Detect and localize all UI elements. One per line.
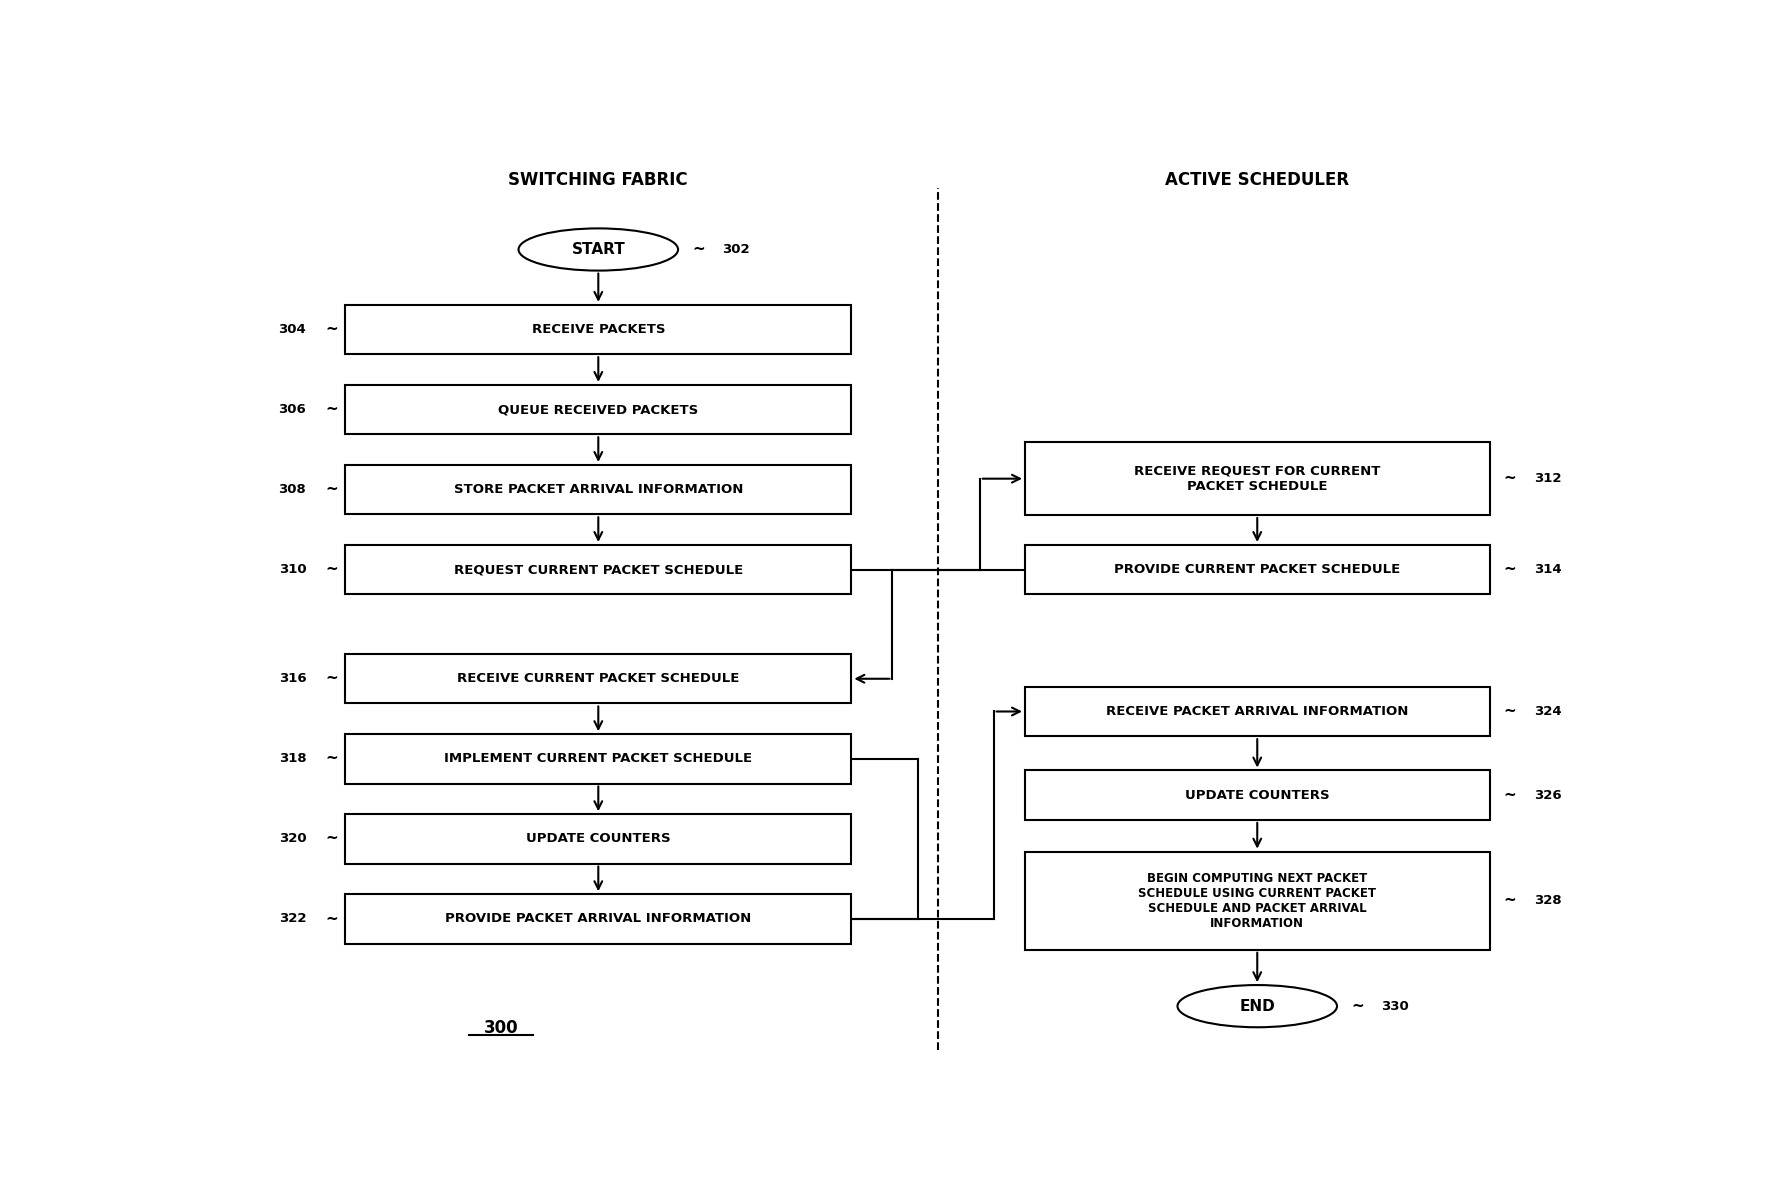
FancyBboxPatch shape: [1025, 545, 1488, 594]
Text: ~: ~: [1503, 704, 1515, 719]
Text: ~: ~: [326, 562, 338, 577]
Text: ~: ~: [1503, 472, 1515, 486]
Text: 328: 328: [1533, 894, 1560, 907]
Text: UPDATE COUNTERS: UPDATE COUNTERS: [526, 833, 671, 845]
Text: ~: ~: [326, 402, 338, 418]
Text: RECEIVE PACKETS: RECEIVE PACKETS: [531, 323, 666, 336]
FancyBboxPatch shape: [345, 464, 852, 515]
FancyBboxPatch shape: [345, 545, 852, 594]
Text: 306: 306: [279, 403, 306, 416]
FancyBboxPatch shape: [1025, 770, 1488, 820]
Text: QUEUE RECEIVED PACKETS: QUEUE RECEIVED PACKETS: [497, 403, 698, 416]
Ellipse shape: [519, 228, 678, 270]
Text: START: START: [571, 242, 624, 257]
Text: ~: ~: [326, 671, 338, 686]
Text: REQUEST CURRENT PACKET SCHEDULE: REQUEST CURRENT PACKET SCHEDULE: [453, 563, 742, 576]
Text: 320: 320: [279, 833, 306, 845]
Text: ACTIVE SCHEDULER: ACTIVE SCHEDULER: [1165, 172, 1349, 190]
Text: 314: 314: [1533, 563, 1560, 576]
Text: BEGIN COMPUTING NEXT PACKET
SCHEDULE USING CURRENT PACKET
SCHEDULE AND PACKET AR: BEGIN COMPUTING NEXT PACKET SCHEDULE USI…: [1138, 871, 1376, 930]
Text: ~: ~: [1503, 787, 1515, 803]
Text: PROVIDE CURRENT PACKET SCHEDULE: PROVIDE CURRENT PACKET SCHEDULE: [1113, 563, 1399, 576]
Text: RECEIVE REQUEST FOR CURRENT
PACKET SCHEDULE: RECEIVE REQUEST FOR CURRENT PACKET SCHED…: [1134, 464, 1379, 493]
Text: ~: ~: [1503, 893, 1515, 908]
Text: ~: ~: [1351, 998, 1363, 1014]
Text: 318: 318: [279, 752, 306, 766]
Text: 322: 322: [279, 912, 306, 925]
Text: UPDATE COUNTERS: UPDATE COUNTERS: [1184, 788, 1329, 802]
Text: 300: 300: [483, 1019, 519, 1037]
Text: RECEIVE PACKET ARRIVAL INFORMATION: RECEIVE PACKET ARRIVAL INFORMATION: [1106, 704, 1408, 718]
FancyBboxPatch shape: [345, 814, 852, 864]
Text: STORE PACKET ARRIVAL INFORMATION: STORE PACKET ARRIVAL INFORMATION: [453, 484, 742, 496]
Text: PROVIDE PACKET ARRIVAL INFORMATION: PROVIDE PACKET ARRIVAL INFORMATION: [445, 912, 751, 925]
Text: 326: 326: [1533, 788, 1560, 802]
FancyBboxPatch shape: [345, 654, 852, 703]
Text: ~: ~: [326, 911, 338, 926]
Text: ~: ~: [326, 322, 338, 337]
Text: ~: ~: [326, 751, 338, 767]
FancyBboxPatch shape: [1025, 443, 1488, 515]
FancyBboxPatch shape: [345, 894, 852, 943]
Text: END: END: [1238, 998, 1274, 1014]
FancyBboxPatch shape: [1025, 686, 1488, 737]
Text: 308: 308: [279, 484, 306, 496]
Text: ~: ~: [326, 482, 338, 497]
Text: ~: ~: [326, 832, 338, 846]
FancyBboxPatch shape: [345, 734, 852, 784]
Text: 312: 312: [1533, 472, 1560, 485]
Text: IMPLEMENT CURRENT PACKET SCHEDULE: IMPLEMENT CURRENT PACKET SCHEDULE: [444, 752, 751, 766]
Text: ~: ~: [1503, 562, 1515, 577]
FancyBboxPatch shape: [1025, 852, 1488, 949]
Text: 310: 310: [279, 563, 306, 576]
FancyBboxPatch shape: [345, 305, 852, 354]
Text: 316: 316: [279, 672, 306, 685]
FancyBboxPatch shape: [345, 385, 852, 434]
Text: 302: 302: [723, 242, 750, 256]
Text: 324: 324: [1533, 704, 1560, 718]
Text: 330: 330: [1381, 1000, 1408, 1013]
Text: RECEIVE CURRENT PACKET SCHEDULE: RECEIVE CURRENT PACKET SCHEDULE: [456, 672, 739, 685]
Text: 304: 304: [279, 323, 306, 336]
Text: ~: ~: [692, 242, 705, 257]
Text: SWITCHING FABRIC: SWITCHING FABRIC: [508, 172, 687, 190]
Ellipse shape: [1177, 985, 1336, 1027]
